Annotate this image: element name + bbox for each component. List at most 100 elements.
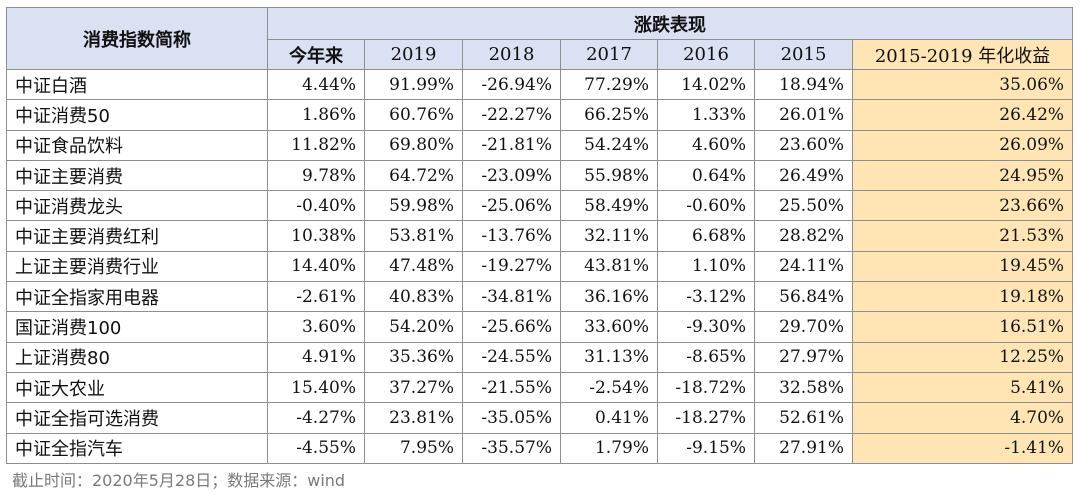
return-cell: 59.98%	[364, 190, 463, 222]
table-row: 国证消费100 3.60% 54.20% -25.66% 33.60% -9.30% 29.…	[6, 311, 1074, 343]
consumer-index-table: 消费指数简称 涨跌表现 今年来 2019 2018 2017 2016 2015…	[6, 7, 1074, 464]
return-cell: -23.09%	[462, 159, 561, 192]
return-cell: 24.11%	[754, 250, 853, 283]
col-header-2015: 2015	[754, 39, 853, 70]
annualized-return-cell: 12.25%	[851, 341, 1074, 373]
annualized-return-cell: 26.42%	[851, 99, 1074, 131]
annualized-return-cell: 23.66%	[851, 190, 1074, 222]
return-cell: 64.72%	[364, 159, 463, 192]
annualized-return-cell: 19.45%	[851, 250, 1074, 283]
return-cell: -9.15%	[657, 432, 755, 464]
col-header-2017: 2017	[560, 39, 658, 70]
return-cell: 32.11%	[560, 220, 658, 252]
return-cell: 9.78%	[267, 159, 365, 192]
index-name-cell: 中证主要消费红利	[6, 220, 268, 252]
annualized-return-cell: 24.95%	[851, 159, 1074, 192]
annualized-return-cell: 19.18%	[851, 281, 1074, 313]
return-cell: 1.79%	[560, 432, 658, 464]
return-cell: 4.60%	[657, 129, 755, 161]
return-cell: 15.40%	[267, 371, 365, 404]
return-cell: 36.16%	[560, 281, 658, 313]
index-name-cell: 中证全指家用电器	[6, 281, 268, 313]
index-name-cell: 上证主要消费行业	[6, 250, 268, 283]
return-cell: -2.54%	[560, 371, 658, 404]
index-name-cell: 中证主要消费	[6, 159, 268, 192]
table-row: 中证全指汽车 -4.55% 7.95% -35.57% 1.79% -9.15% 27.91…	[6, 432, 1074, 464]
return-cell: 1.33%	[657, 99, 755, 131]
return-cell: -19.27%	[462, 250, 561, 283]
return-cell: 32.58%	[754, 371, 853, 404]
return-cell: -4.55%	[267, 432, 365, 464]
return-cell: 54.20%	[364, 311, 463, 343]
col-header-2016: 2016	[657, 39, 755, 70]
annualized-return-cell: 4.70%	[851, 402, 1074, 434]
return-cell: -22.27%	[462, 99, 561, 131]
return-cell: -26.94%	[462, 68, 561, 101]
index-name-cell: 中证消费50	[6, 99, 268, 131]
header-row-top: 消费指数简称 涨跌表现	[6, 7, 1074, 70]
index-name-cell: 国证消费100	[6, 311, 268, 343]
return-cell: -25.66%	[462, 311, 561, 343]
table-row: 中证大农业 15.40% 37.27% -21.55% -2.54% -18.72% 32.…	[6, 371, 1074, 404]
return-cell: 47.48%	[364, 250, 463, 283]
table-row: 上证主要消费行业 14.40% 47.48% -19.27% 43.81% 1.10% 24…	[6, 250, 1074, 283]
return-cell: 14.02%	[657, 68, 755, 101]
col-header-annualized-return: 2015-2019 年化收益	[851, 39, 1074, 70]
return-cell: 28.82%	[754, 220, 853, 252]
return-cell: 52.61%	[754, 402, 853, 434]
return-cell: -0.60%	[657, 190, 755, 222]
return-cell: 26.01%	[754, 99, 853, 131]
annualized-return-cell: 5.41%	[851, 371, 1074, 404]
header-row-columns: 今年来 2019 2018 2017 2016 2015 2015-2019 年…	[7, 39, 1074, 70]
annualized-return-cell: 16.51%	[851, 311, 1074, 343]
return-cell: 18.94%	[754, 68, 853, 101]
return-cell: -24.55%	[462, 341, 561, 373]
return-cell: 4.91%	[267, 341, 365, 373]
table-row: 中证食品饮料 11.82% 69.80% -21.81% 54.24% 4.60% 23.6…	[6, 129, 1074, 161]
return-cell: -9.30%	[657, 311, 755, 343]
annualized-return-cell: 35.06%	[851, 68, 1074, 101]
index-name-cell: 中证大农业	[6, 371, 268, 404]
return-cell: 43.81%	[560, 250, 658, 283]
table-row: 中证主要消费红利 10.38% 53.81% -13.76% 32.11% 6.68% 28…	[6, 220, 1074, 252]
index-name-header: 消费指数简称	[6, 7, 268, 70]
return-cell: 55.98%	[560, 159, 658, 192]
return-cell: 6.68%	[657, 220, 755, 252]
table-row: 中证全指家用电器 -2.61% 40.83% -34.81% 36.16% -3.12% 5…	[6, 281, 1074, 313]
annualized-return-cell: 26.09%	[851, 129, 1074, 161]
return-cell: -3.12%	[657, 281, 755, 313]
return-cell: 56.84%	[754, 281, 853, 313]
return-cell: 54.24%	[560, 129, 658, 161]
return-cell: 25.50%	[754, 190, 853, 222]
return-cell: 0.64%	[657, 159, 755, 192]
annualized-return-cell: 21.53%	[851, 220, 1074, 252]
return-cell: 0.41%	[560, 402, 658, 434]
return-cell: 33.60%	[560, 311, 658, 343]
return-cell: 58.49%	[560, 190, 658, 222]
return-cell: 60.76%	[364, 99, 463, 131]
return-cell: 53.81%	[364, 220, 463, 252]
return-cell: 4.44%	[267, 68, 365, 101]
return-cell: -18.72%	[657, 371, 755, 404]
return-cell: -35.05%	[462, 402, 561, 434]
source-footnote: 截止时间：2020年5月28日；数据来源：wind	[12, 471, 346, 490]
return-cell: 35.36%	[364, 341, 463, 373]
return-cell: -21.55%	[462, 371, 561, 404]
table-row: 中证全指可选消费 -4.27% 23.81% -35.05% 0.41% -18.27% 5…	[6, 402, 1074, 434]
return-cell: 23.81%	[364, 402, 463, 434]
col-header-2018: 2018	[462, 39, 561, 70]
return-cell: 1.86%	[267, 99, 365, 131]
table-row: 中证白酒 4.44% 91.99% -26.94% 77.29% 14.02% 18.94%…	[6, 68, 1074, 101]
return-cell: 37.27%	[364, 371, 463, 404]
index-name-cell: 中证全指可选消费	[6, 402, 268, 434]
col-header-2019: 2019	[364, 39, 463, 70]
return-cell: 40.83%	[364, 281, 463, 313]
table-body: 中证白酒 4.44% 91.99% -26.94% 77.29% 14.02% 18.94%…	[6, 68, 1074, 464]
return-cell: 26.49%	[754, 159, 853, 192]
return-cell: -18.27%	[657, 402, 755, 434]
return-cell: 27.91%	[754, 432, 853, 464]
return-cell: 11.82%	[267, 129, 365, 161]
return-cell: 66.25%	[560, 99, 658, 131]
return-cell: -4.27%	[267, 402, 365, 434]
index-name-cell: 中证白酒	[6, 68, 268, 101]
